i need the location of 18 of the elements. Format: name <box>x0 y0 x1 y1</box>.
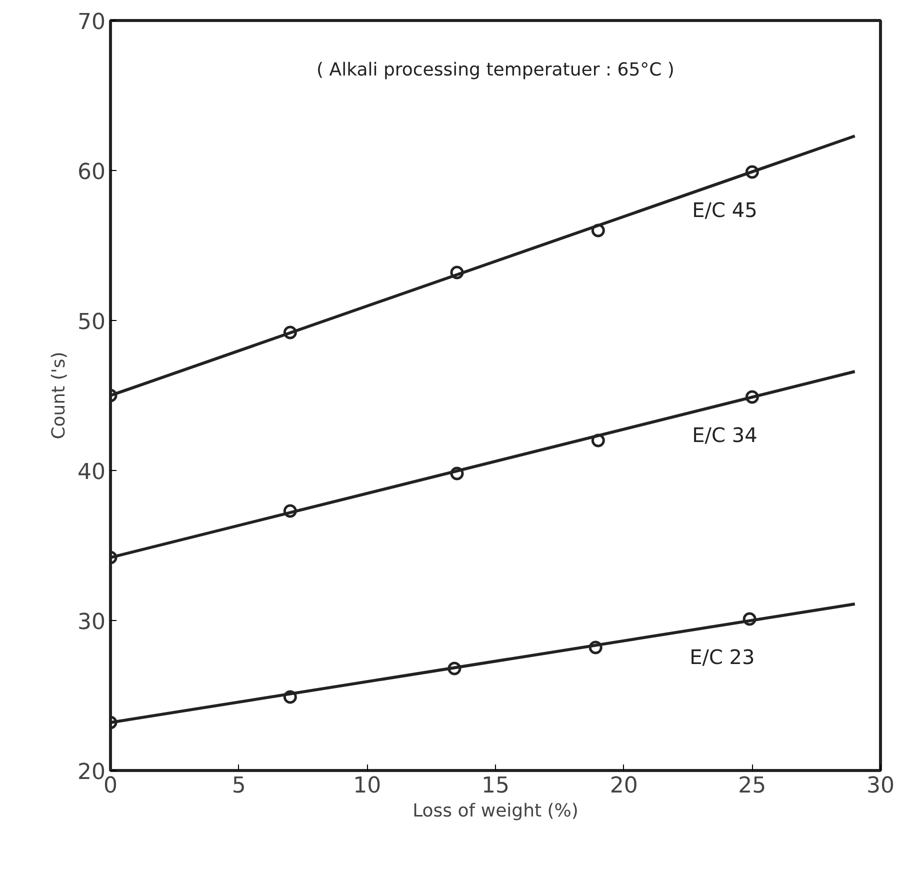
y-tick-label: 30 <box>78 610 106 635</box>
y-tick-label: 60 <box>78 160 106 185</box>
series-label: E/C 34 <box>692 423 758 447</box>
annotation: ( Alkali processing temperatuer : 65°C ) <box>316 60 674 80</box>
x-tick-label: 10 <box>353 774 382 798</box>
x-tick-label: 25 <box>738 774 766 798</box>
y-tick-label: 50 <box>78 310 106 335</box>
x-axis-title: Loss of weight (%) <box>412 800 578 822</box>
x-tick-label: 20 <box>610 774 638 798</box>
y-axis-title: Count ('s) <box>48 352 70 440</box>
y-tick-label: 70 <box>78 10 106 35</box>
x-tick-label: 15 <box>482 774 510 798</box>
series-label: E/C 23 <box>690 645 755 669</box>
x-tick-label: 30 <box>866 774 895 798</box>
x-tick-label: 5 <box>232 774 246 798</box>
x-tick-label: 0 <box>104 774 118 798</box>
series-label: E/C 45 <box>692 198 758 222</box>
y-tick-label: 40 <box>78 460 106 485</box>
